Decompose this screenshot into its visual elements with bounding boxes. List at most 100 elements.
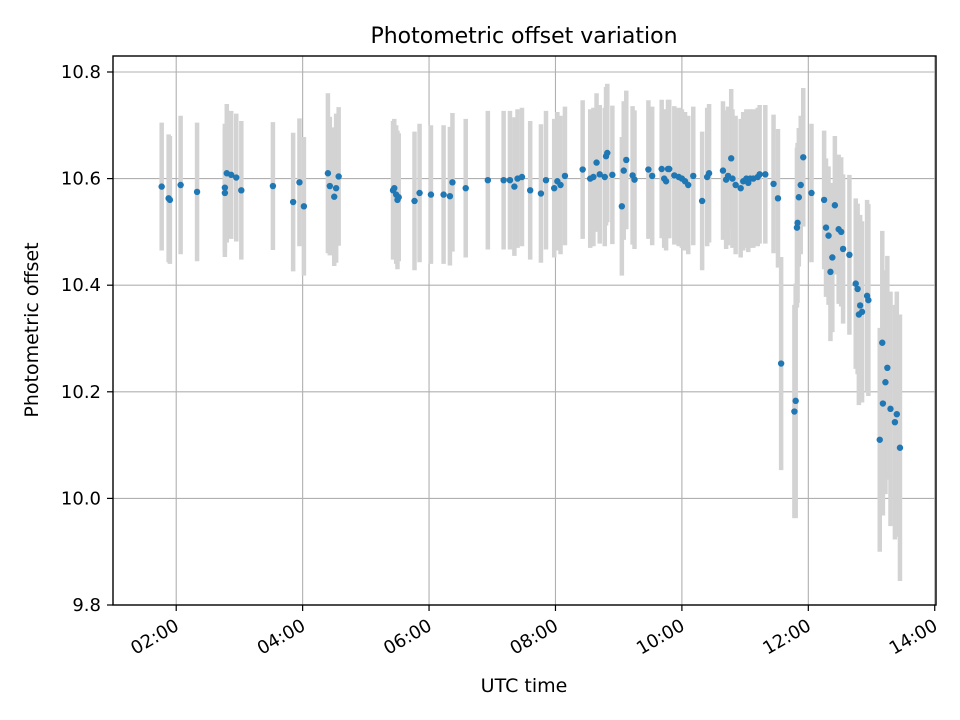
data-point: [756, 171, 763, 178]
data-point: [727, 155, 735, 162]
y-tick-label: 10.0: [61, 488, 101, 509]
data-point: [506, 176, 514, 184]
data-point: [542, 176, 550, 184]
data-point: [335, 173, 342, 180]
data-point: [446, 192, 454, 200]
data-point: [791, 408, 798, 415]
data-point: [324, 170, 332, 177]
data-point: [440, 191, 447, 198]
data-point: [579, 166, 586, 173]
data-point: [233, 174, 240, 181]
data-point: [794, 219, 801, 227]
data-point: [228, 171, 235, 179]
data-point: [770, 180, 777, 188]
y-tick-label: 10.6: [61, 169, 101, 190]
data-point: [332, 184, 340, 192]
data-point: [623, 156, 630, 164]
data-point: [411, 197, 418, 205]
data-point: [221, 184, 229, 191]
data-point: [609, 171, 616, 179]
data-point: [518, 173, 526, 181]
data-point: [427, 191, 435, 198]
data-point: [449, 179, 456, 186]
data-point: [500, 176, 507, 184]
data-point: [690, 172, 697, 180]
chart-title: Photometric offset variation: [370, 24, 677, 49]
data-point: [620, 167, 627, 174]
data-point: [557, 181, 564, 189]
data-point: [777, 360, 785, 367]
data-point: [193, 188, 201, 196]
data-point: [825, 232, 832, 239]
data-point: [645, 166, 652, 173]
data-point: [300, 203, 308, 210]
data-point: [852, 280, 859, 287]
data-point: [221, 189, 229, 197]
data-point: [391, 184, 398, 192]
y-axis-ticks: 9.8 10.0 10.2 10.4 10.6 10.8: [61, 62, 113, 616]
data-point: [166, 196, 174, 204]
data-point: [858, 308, 866, 316]
data-point: [596, 171, 603, 178]
data-point: [158, 183, 165, 190]
data-point: [719, 167, 727, 174]
data-point: [526, 187, 534, 194]
data-point: [593, 159, 600, 166]
plot-frame: [112, 55, 937, 606]
grid: [113, 56, 936, 606]
data-point: [762, 171, 769, 178]
data-point: [685, 181, 692, 189]
data-point: [732, 181, 739, 189]
data-points: [158, 149, 904, 451]
data-point: [882, 379, 889, 386]
data-point: [484, 176, 492, 184]
data-point: [590, 173, 597, 181]
data-point: [177, 181, 184, 189]
data-point: [884, 364, 891, 372]
data-point: [395, 194, 402, 201]
data-point: [792, 397, 799, 405]
data-point: [737, 184, 744, 192]
data-point: [839, 245, 847, 253]
data-point: [854, 285, 861, 293]
data-point: [296, 179, 303, 186]
data-point: [800, 154, 807, 161]
data-point: [797, 181, 804, 189]
data-point: [326, 182, 334, 190]
data-point: [831, 202, 839, 209]
data-point: [601, 173, 608, 181]
data-point: [846, 251, 853, 259]
y-tick-label: 10.2: [61, 382, 101, 403]
data-point: [462, 184, 469, 192]
data-point: [822, 224, 830, 231]
data-point: [416, 189, 423, 197]
y-tick-label: 10.4: [61, 275, 101, 296]
y-tick-label: 10.8: [61, 62, 101, 83]
data-point: [658, 165, 665, 173]
data-point: [876, 436, 883, 443]
data-point: [879, 339, 886, 346]
data-point: [827, 268, 834, 276]
data-point: [820, 196, 828, 204]
data-point: [856, 302, 864, 309]
data-point: [618, 203, 626, 210]
data-point: [289, 198, 297, 206]
data-point: [891, 418, 899, 426]
data-point: [729, 175, 736, 182]
data-point: [537, 190, 545, 197]
data-point: [561, 172, 569, 180]
data-point: [829, 254, 836, 261]
data-point: [865, 296, 872, 304]
data-point: [893, 410, 901, 418]
data-point: [648, 172, 656, 180]
data-point: [887, 405, 894, 413]
data-point: [705, 170, 713, 177]
y-tick-label: 9.8: [72, 595, 101, 616]
data-point: [795, 194, 803, 201]
data-point: [269, 182, 277, 190]
x-axis-label: UTC time: [481, 675, 568, 697]
data-point: [511, 183, 518, 190]
data-point: [896, 444, 904, 451]
